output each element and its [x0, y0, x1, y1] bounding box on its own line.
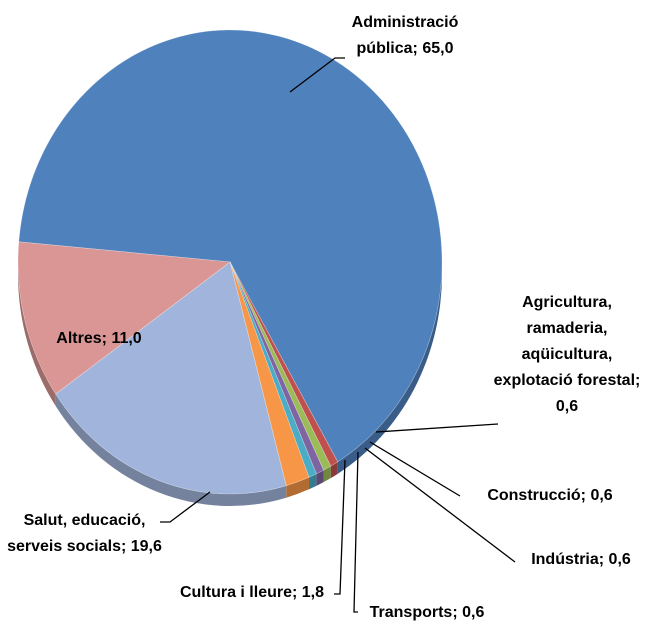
pie-side [323, 466, 331, 483]
pie-slice [229, 261, 324, 475]
label-separator: ; [452, 604, 463, 621]
data-label: Salut, educació, serveis socials; 19,6 [2, 508, 167, 560]
label-value: 19,6 [130, 538, 162, 555]
label-category: Construcció [487, 487, 581, 504]
pie-slice [229, 261, 317, 478]
data-label: Construcció; 0,6 [460, 483, 640, 509]
label-category: Cultura i lleure [179, 584, 292, 601]
pie-side [55, 394, 287, 506]
data-label: Agricultura, ramaderia, aqüicultura, exp… [492, 290, 642, 420]
leader-line [334, 459, 346, 595]
pie-side [337, 262, 442, 474]
label-value: 11,0 [111, 330, 142, 347]
label-value: 1,8 [301, 584, 325, 601]
pie-slice [229, 261, 339, 467]
leader-line [353, 451, 359, 613]
pie-slice [18, 29, 443, 463]
data-label: Administració pública; 65,0 [325, 10, 485, 62]
label-category: Indústria [531, 551, 599, 568]
label-category: Transports [369, 604, 453, 621]
data-label: Indústria; 0,6 [516, 547, 646, 573]
label-separator: ; [120, 538, 131, 555]
leader-line [375, 423, 499, 433]
pie-side [316, 470, 324, 486]
label-value: 65,0 [422, 40, 454, 57]
label-value: 0,6 [608, 551, 631, 568]
leader-line [369, 441, 461, 497]
label-category: Salut, educació, serveis socials [7, 512, 146, 555]
label-value: 0,6 [555, 398, 579, 415]
pie [17, 29, 443, 506]
data-label: Cultura i lleure; 1,8 [172, 580, 332, 606]
label-separator: ; [580, 487, 591, 504]
label-value: 0,6 [590, 487, 613, 504]
label-separator: ; [292, 584, 302, 601]
label-category: Administració pública [351, 14, 459, 57]
pie-slice [229, 261, 332, 471]
data-label: Transports; 0,6 [352, 600, 502, 626]
leader-line [289, 57, 345, 93]
pie-slice [55, 261, 287, 495]
pie-slice [229, 261, 310, 487]
leader-line [364, 447, 516, 563]
pie-slice [17, 241, 231, 395]
label-category: Altres [56, 330, 102, 347]
label-value: 0,6 [462, 604, 485, 621]
label-category: Agricultura, ramaderia, aqüicultura, exp… [493, 294, 636, 389]
pie-side [330, 461, 338, 479]
label-separator: ; [635, 372, 641, 389]
pie-side [18, 262, 56, 407]
label-separator: ; [598, 551, 609, 568]
leader-line [160, 491, 211, 523]
label-separator: ; [101, 330, 112, 347]
pie-side [286, 477, 309, 498]
data-label: Altres; 11,0 [34, 326, 164, 352]
label-separator: ; [412, 40, 423, 57]
pie-side [308, 473, 317, 490]
